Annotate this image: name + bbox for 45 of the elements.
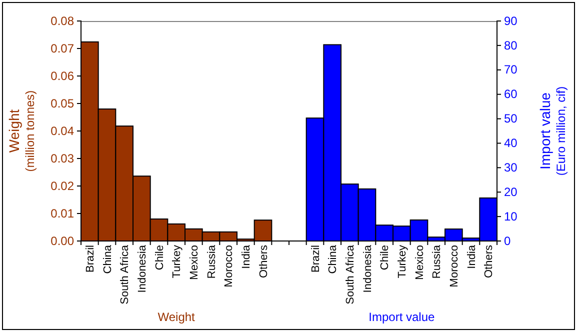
y2-tick-label: 0 xyxy=(504,234,511,248)
y-tick-label: 0.06 xyxy=(50,68,74,83)
y-tick-label: 0.03 xyxy=(50,151,74,166)
y2-tick-label: 90 xyxy=(504,14,518,28)
y2-tick-label: 10 xyxy=(504,209,518,224)
y-tick-label: 0.05 xyxy=(50,96,74,110)
x-tick-label: Chile xyxy=(154,245,166,270)
x-tick-label: Chile xyxy=(379,245,392,270)
x-tick-label: Indonesia xyxy=(136,244,149,293)
x-tick-label: Mexico xyxy=(414,245,426,280)
y2-tick-label: 20 xyxy=(504,184,518,199)
y-tick-label: 0.02 xyxy=(50,178,74,193)
x-tick-label: Brazil xyxy=(310,245,322,273)
x-tick-label: Morocco xyxy=(223,245,236,288)
y2-axis-title: Import value (Euro million, cif) xyxy=(536,86,568,176)
x-tick-label: Brazil xyxy=(84,245,97,273)
x-tick-label: China xyxy=(102,244,114,274)
x-tick-label: Turkey xyxy=(396,244,409,278)
x-tick-label: India xyxy=(466,244,478,269)
y-axis-title: Weight (million tonnes) xyxy=(6,90,38,172)
y-tick-label: 0.01 xyxy=(50,206,74,220)
x-tick-label: Russia xyxy=(431,244,444,279)
y2-tick-label: 60 xyxy=(504,87,518,102)
y-tick-label: 0.08 xyxy=(50,14,74,28)
y-tick-label: 0.07 xyxy=(50,41,74,56)
y-tick-label: 0.00 xyxy=(50,234,74,248)
x-tick-label: Others xyxy=(258,244,270,278)
x-tick-label: Others xyxy=(483,244,496,278)
x-tick-label: India xyxy=(240,244,253,269)
y2-tick-label: 80 xyxy=(504,38,518,52)
x-tick-label: South Africa xyxy=(344,244,357,304)
x-tick-label: China xyxy=(327,244,340,274)
x-tick-label: Mexico xyxy=(188,245,201,280)
x-tick-label: Morocco xyxy=(448,245,461,288)
x-tick-label: Turkey xyxy=(171,244,184,278)
x-tick-label: Indonesia xyxy=(362,244,374,293)
y-tick-label: 0.04 xyxy=(50,124,74,138)
y2-tick-label: 30 xyxy=(504,160,518,175)
y2-tick-label: 50 xyxy=(504,112,518,126)
text: Import value xyxy=(368,310,436,324)
x-tick-label: South Africa xyxy=(119,244,132,304)
text: Weight xyxy=(158,310,196,324)
y2-tick-label: 70 xyxy=(504,62,518,77)
x-tick-label: Russia xyxy=(206,244,218,279)
y2-tick-label: 40 xyxy=(504,136,518,150)
